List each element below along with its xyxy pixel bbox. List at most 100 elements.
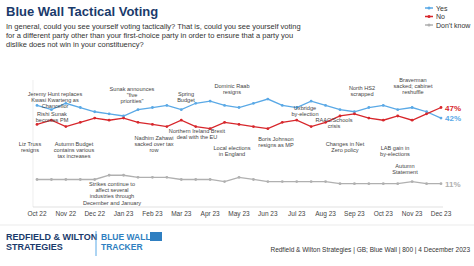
series-marker <box>79 106 82 109</box>
annotation: RAAC/Schoolscrisis <box>316 117 353 129</box>
series-marker <box>36 123 39 126</box>
series-marker <box>137 176 140 179</box>
annotation: Strikes continue toaffect severalindustr… <box>83 181 141 206</box>
series-marker <box>238 123 241 126</box>
text-line: reshuffle <box>402 89 423 95</box>
text-line: Budget <box>177 97 195 103</box>
series-marker <box>382 104 385 107</box>
series-marker <box>382 119 385 122</box>
background <box>0 0 474 266</box>
series-marker <box>223 104 226 107</box>
series-line <box>37 99 441 118</box>
series-marker <box>64 178 67 181</box>
x-tick-label: Sep 23 <box>344 210 365 218</box>
title: Blue Wall Tactical Voting <box>6 4 158 19</box>
legend-label: Yes <box>436 5 448 12</box>
series-marker <box>223 180 226 183</box>
text-line: Boris Johnson <box>258 136 293 142</box>
x-tick-label: May 23 <box>228 210 250 218</box>
annotation: Liz Trussresigns <box>19 141 42 153</box>
series-marker <box>137 121 140 124</box>
x-axis-line <box>33 207 443 208</box>
text-line: in England <box>219 151 245 157</box>
series-marker <box>367 117 370 120</box>
series-marker <box>93 110 96 113</box>
text-line: Zero policy <box>331 147 359 153</box>
x-tick-label: Feb 23 <box>142 210 163 217</box>
series-marker <box>310 100 313 103</box>
series-marker <box>440 106 443 109</box>
text-line: In general, could you see yourself votin… <box>6 22 301 31</box>
series-marker <box>252 102 255 105</box>
tracker-icon <box>150 232 162 241</box>
series-marker <box>137 108 140 111</box>
text-line: Kwasi Kwarteng as <box>31 97 79 103</box>
x-tick-label: Jan 23 <box>114 210 134 217</box>
series-marker <box>50 178 53 181</box>
series-marker <box>180 119 183 122</box>
series-marker <box>396 182 399 185</box>
annotation: North HS2scrapped <box>349 85 375 97</box>
series-marker <box>151 176 154 179</box>
text-line: by-election <box>291 111 318 117</box>
annotation: Bravermansacked; cabinetreshuffle <box>394 77 433 95</box>
text-line: North HS2 <box>349 85 375 91</box>
text-line: Autumn <box>395 163 414 169</box>
series-marker <box>324 180 327 183</box>
text-line: RAAC/Schools <box>316 117 353 123</box>
text-line: tax increases <box>58 153 91 159</box>
series-marker <box>295 119 298 122</box>
annotation: Jeremy Hunt replacesKwasi Kwarteng asCha… <box>28 91 83 109</box>
x-tick-label: Nov 23 <box>402 210 423 217</box>
series-marker <box>223 121 226 124</box>
x-tick-label: Oct 22 <box>27 210 47 217</box>
series-marker <box>425 182 428 185</box>
chart: Blue Wall Tactical Voting In general, cou… <box>0 0 474 266</box>
text-line: Statement <box>392 169 418 175</box>
text-line: Local elections <box>213 145 250 151</box>
series-marker <box>266 127 269 130</box>
series-marker <box>64 125 67 128</box>
series-marker <box>339 182 342 185</box>
x-tick-label: Jul 23 <box>288 210 306 217</box>
text-line: deal with the EU <box>177 134 218 140</box>
text-line: REDFIELD & WILTON <box>6 232 97 242</box>
text-line: Strikes continue to <box>89 181 135 187</box>
annotation: Rishi Sunakbecomes PM <box>36 111 69 123</box>
text-line: TRACKER <box>101 242 143 252</box>
text-line: BLUE WALL <box>101 232 151 242</box>
text-line: Dominic Raab <box>214 83 249 89</box>
series-marker <box>281 121 284 124</box>
annotation: Dominic Raabresigns <box>214 83 249 95</box>
series-marker <box>36 104 39 107</box>
text-line: Northern Ireland Brexit <box>169 128 226 134</box>
text-line: crisis <box>328 123 341 129</box>
text-line: scrapped <box>350 91 373 97</box>
series-marker <box>151 106 154 109</box>
annotation: Northern Ireland Brexitdeal with the EU <box>169 128 226 140</box>
annotation: AutumnStatement <box>392 163 418 175</box>
legend-marker <box>428 7 431 10</box>
text-line: row <box>149 147 159 153</box>
text-line: Nadhim Zahawi <box>135 135 174 141</box>
series-marker <box>382 182 385 185</box>
tracker-logo: BLUE WALLTRACKER <box>101 232 151 252</box>
text-line: STRATEGIES <box>6 242 63 252</box>
series-marker <box>353 182 356 185</box>
series-marker <box>108 174 111 177</box>
legend-marker <box>428 15 431 18</box>
series-marker <box>411 180 414 183</box>
text-line: Rishi Sunak <box>37 111 67 117</box>
series-marker <box>324 104 327 107</box>
text-line: for a different party other than your fi… <box>6 31 293 40</box>
x-tick-label: Nov 22 <box>56 210 77 217</box>
series-marker <box>396 115 399 118</box>
x-tick-label: Mar 23 <box>171 210 192 217</box>
text-line: dislike does not win in your constituenc… <box>6 40 144 49</box>
series-marker <box>310 125 313 128</box>
series-marker <box>281 104 284 107</box>
series-marker <box>194 178 197 181</box>
text-line: Sunak announces <box>110 86 155 92</box>
text-line: sacked; cabinet <box>394 83 433 89</box>
series-marker <box>36 178 39 181</box>
